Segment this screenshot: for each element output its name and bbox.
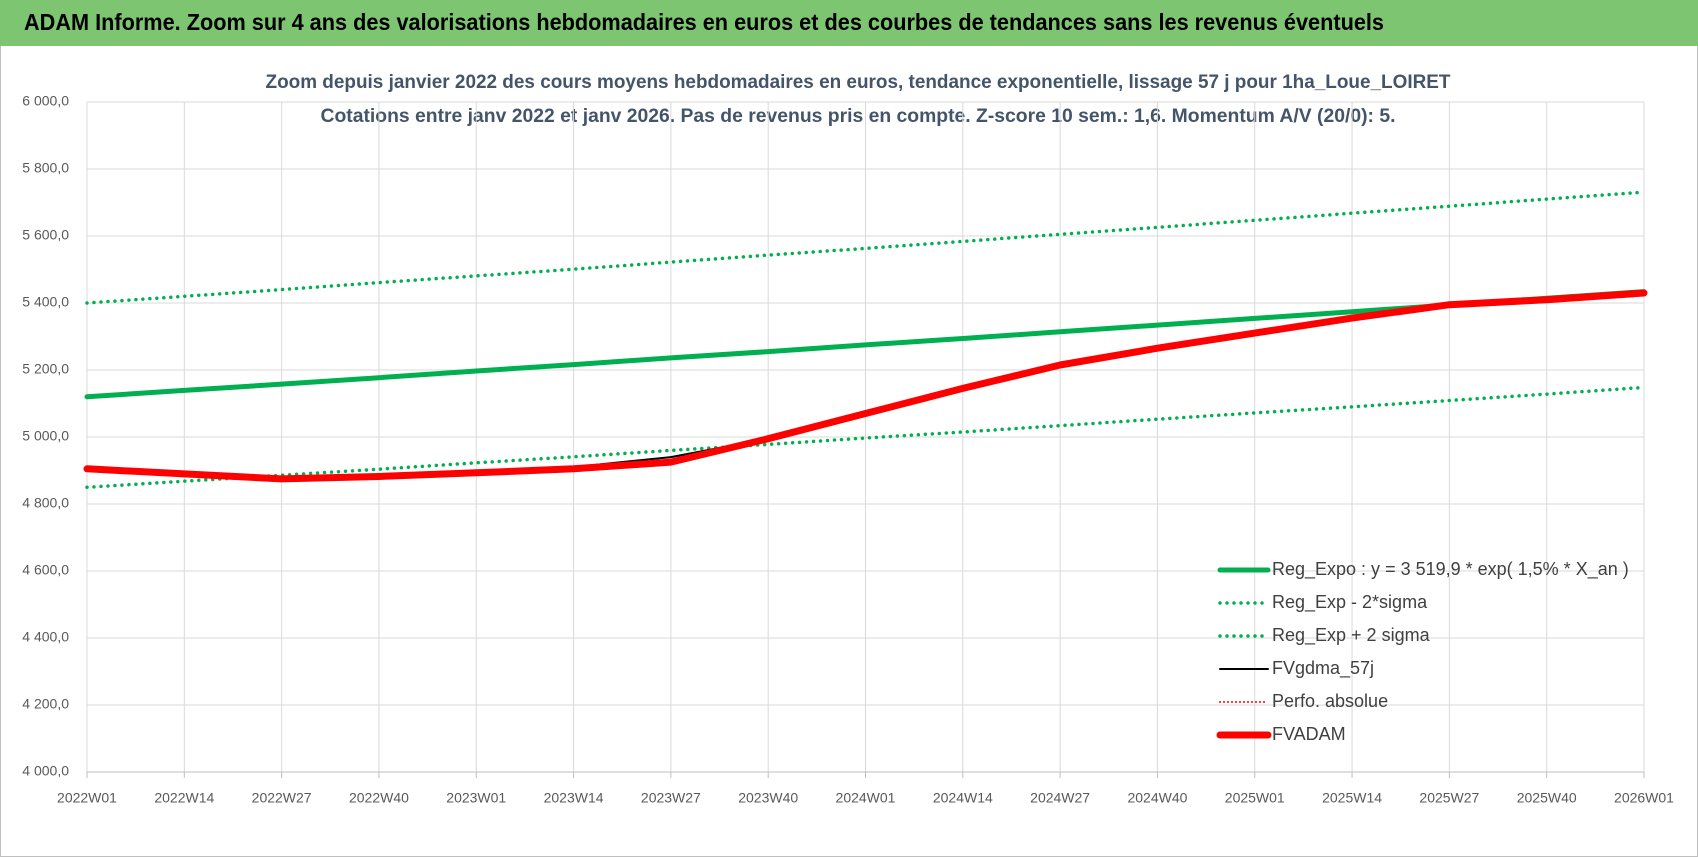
y-tick-label: 4 000,0 [22,763,69,779]
x-tick-label: 2024W40 [1127,790,1187,806]
y-tick-label: 4 400,0 [22,629,69,645]
x-tick-label: 2022W40 [349,790,409,806]
x-tick-label: 2024W27 [1030,790,1090,806]
x-tick-label: 2025W01 [1225,790,1285,806]
legend-label: Reg_Expo : y = 3 519,9 * exp( 1,5% * X_a… [1272,559,1629,580]
x-tick-label: 2022W27 [252,790,312,806]
legend-label: Reg_Exp + 2 sigma [1272,625,1431,646]
x-tick-label: 2024W01 [836,790,896,806]
legend: Reg_Expo : y = 3 519,9 * exp( 1,5% * X_a… [1216,559,1629,744]
y-tick-label: 5 000,0 [22,428,69,444]
x-tick-label: 2023W14 [544,790,604,806]
x-tick-label: 2023W40 [738,790,798,806]
y-tick-label: 4 600,0 [22,562,69,578]
series-line [85,385,1646,490]
x-tick-label: 2025W40 [1517,790,1577,806]
x-tick-label: 2023W01 [446,790,506,806]
x-tick-label: 2022W14 [154,790,214,806]
x-tick-label: 2025W27 [1419,790,1479,806]
legend-label: FVADAM [1272,724,1346,744]
y-tick-label: 4 800,0 [22,495,69,511]
legend-label: Reg_Exp - 2*sigma [1272,592,1428,613]
y-tick-label: 5 800,0 [22,160,69,176]
banner-bg [0,0,1698,46]
series-line [85,190,1646,305]
series-line [84,289,1647,400]
chart-subtitle: Cotations entre janv 2022 et janv 2026. … [321,106,1396,127]
y-tick-label: 5 400,0 [22,294,69,310]
series-line [83,289,1648,483]
banner-title: ADAM Informe. Zoom sur 4 ans des valoris… [24,9,1384,35]
x-tick-label: 2024W14 [933,790,993,806]
plot [83,190,1648,490]
y-tick-label: 6 000,0 [22,93,69,109]
y-tick-label: 5 600,0 [22,227,69,243]
legend-label: Perfo. absolue [1272,691,1388,711]
y-tick-label: 5 200,0 [22,361,69,377]
x-tick-label: 2026W01 [1614,790,1674,806]
chart-title: Zoom depuis janvier 2022 des cours moyen… [266,72,1451,93]
x-tick-label: 2025W14 [1322,790,1382,806]
y-tick-label: 4 200,0 [22,696,69,712]
x-tick-label: 2023W27 [641,790,701,806]
grid: 4 000,0 4 200,0 4 400,0 4 600,0 4 800,0 5 000… [22,93,1674,806]
legend-label: FVgdma_57j [1272,658,1374,679]
x-tick-label: 2022W01 [57,790,117,806]
